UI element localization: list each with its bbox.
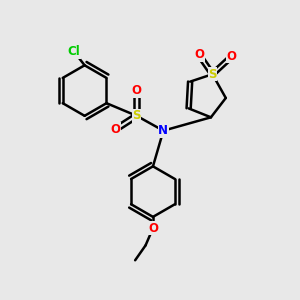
Text: O: O: [132, 84, 142, 97]
Text: Cl: Cl: [68, 45, 81, 58]
Text: O: O: [148, 222, 158, 235]
Text: O: O: [111, 123, 121, 136]
Text: O: O: [194, 48, 204, 62]
Text: O: O: [227, 50, 237, 63]
Text: S: S: [208, 68, 217, 81]
Text: N: N: [158, 124, 168, 137]
Text: S: S: [132, 109, 141, 122]
